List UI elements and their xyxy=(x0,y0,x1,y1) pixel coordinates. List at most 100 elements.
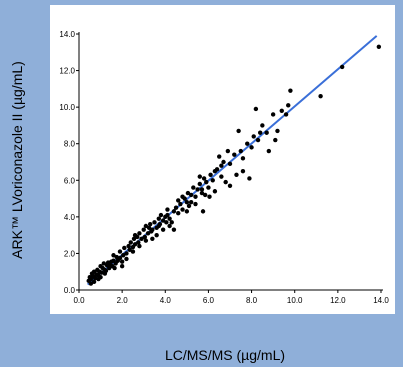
data-point xyxy=(240,168,246,174)
data-point xyxy=(201,176,207,181)
data-point xyxy=(91,279,97,284)
data-point xyxy=(212,168,218,174)
x-tick-label: 14.0 xyxy=(373,296,389,305)
data-point xyxy=(193,194,198,199)
y-tick-label: 12.0 xyxy=(59,67,75,76)
data-point xyxy=(98,275,103,280)
data-point xyxy=(165,212,170,218)
data-point xyxy=(376,44,382,49)
data-point xyxy=(227,161,233,167)
x-tick-label: 0.0 xyxy=(73,296,85,305)
x-tick-label: 6.0 xyxy=(203,296,215,305)
data-point xyxy=(238,148,243,154)
data-point xyxy=(188,200,194,205)
data-point xyxy=(143,238,149,243)
data-point xyxy=(234,172,239,177)
data-point xyxy=(139,236,144,241)
data-point xyxy=(127,247,132,252)
data-point xyxy=(160,218,166,223)
data-point xyxy=(143,223,149,229)
data-point xyxy=(184,209,190,214)
data-point xyxy=(266,148,272,154)
data-point xyxy=(158,212,164,218)
data-point xyxy=(219,174,224,179)
plot-panel: 0.0 2.0 4.0 6.0 8.0 10.0 12.0 14.0 0.0 2.0 4.0 6.0 8… xyxy=(50,5,395,314)
data-point xyxy=(210,178,215,183)
x-tick-label: 4.0 xyxy=(160,296,172,305)
data-point xyxy=(260,123,265,128)
y-tick-label: 8.0 xyxy=(64,140,76,149)
data-point xyxy=(142,234,147,240)
data-point xyxy=(270,112,276,117)
data-point xyxy=(273,137,278,143)
x-tick-label: 12.0 xyxy=(330,296,346,305)
data-point xyxy=(253,106,259,112)
y-tick-label: 2.0 xyxy=(64,249,76,258)
data-point xyxy=(264,130,269,135)
data-point xyxy=(122,245,127,251)
data-point xyxy=(132,242,138,247)
data-point xyxy=(145,231,151,236)
x-tick-label: 8.0 xyxy=(246,296,258,305)
data-point xyxy=(188,192,194,198)
data-point xyxy=(147,221,153,227)
data-point xyxy=(173,205,179,210)
data-point xyxy=(132,232,138,238)
data-point xyxy=(171,209,177,214)
data-point xyxy=(286,103,291,108)
data-point xyxy=(131,236,137,241)
data-point xyxy=(258,130,263,135)
x-tick-label: 10.0 xyxy=(287,296,303,305)
data-point xyxy=(221,159,226,165)
data-point xyxy=(223,179,228,185)
data-point xyxy=(249,145,254,150)
data-point xyxy=(108,263,113,268)
data-point xyxy=(207,194,212,199)
data-point xyxy=(251,134,256,139)
data-point xyxy=(208,172,213,177)
data-point xyxy=(240,156,246,161)
data-point xyxy=(165,207,170,212)
data-point xyxy=(117,255,123,261)
data-point xyxy=(128,240,133,245)
data-point xyxy=(111,253,116,258)
data-point xyxy=(103,268,109,273)
data-point xyxy=(283,112,289,117)
data-point xyxy=(247,176,252,181)
data-point xyxy=(164,220,169,225)
data-point xyxy=(339,64,345,70)
data-point xyxy=(126,243,131,249)
data-point xyxy=(245,141,250,146)
data-point xyxy=(167,223,172,229)
data-point xyxy=(124,251,129,256)
data-point xyxy=(156,216,162,221)
data-point xyxy=(206,185,211,190)
data-point xyxy=(279,108,284,114)
data-point xyxy=(88,281,94,286)
data-point xyxy=(160,227,166,232)
data-point xyxy=(141,227,146,232)
data-point xyxy=(119,259,125,264)
data-point xyxy=(232,152,237,157)
y-tick-label: 10.0 xyxy=(59,103,75,112)
data-point xyxy=(200,209,206,214)
data-point xyxy=(195,187,200,192)
y-tick-label: 14.0 xyxy=(59,30,75,39)
data-point xyxy=(180,194,185,199)
y-tick-label: 6.0 xyxy=(64,176,76,185)
data-point xyxy=(150,227,155,232)
data-point xyxy=(167,216,172,221)
data-point xyxy=(202,192,208,198)
data-point xyxy=(137,243,142,249)
data-point xyxy=(119,264,125,269)
data-point xyxy=(176,198,181,203)
data-point xyxy=(255,137,261,143)
data-point xyxy=(191,185,196,190)
y-tick-label: 4.0 xyxy=(64,213,76,222)
data-point xyxy=(112,265,117,271)
data-point xyxy=(101,261,107,266)
data-point xyxy=(146,225,152,231)
data-point xyxy=(185,190,191,196)
data-point xyxy=(180,207,185,212)
data-point xyxy=(212,189,218,194)
